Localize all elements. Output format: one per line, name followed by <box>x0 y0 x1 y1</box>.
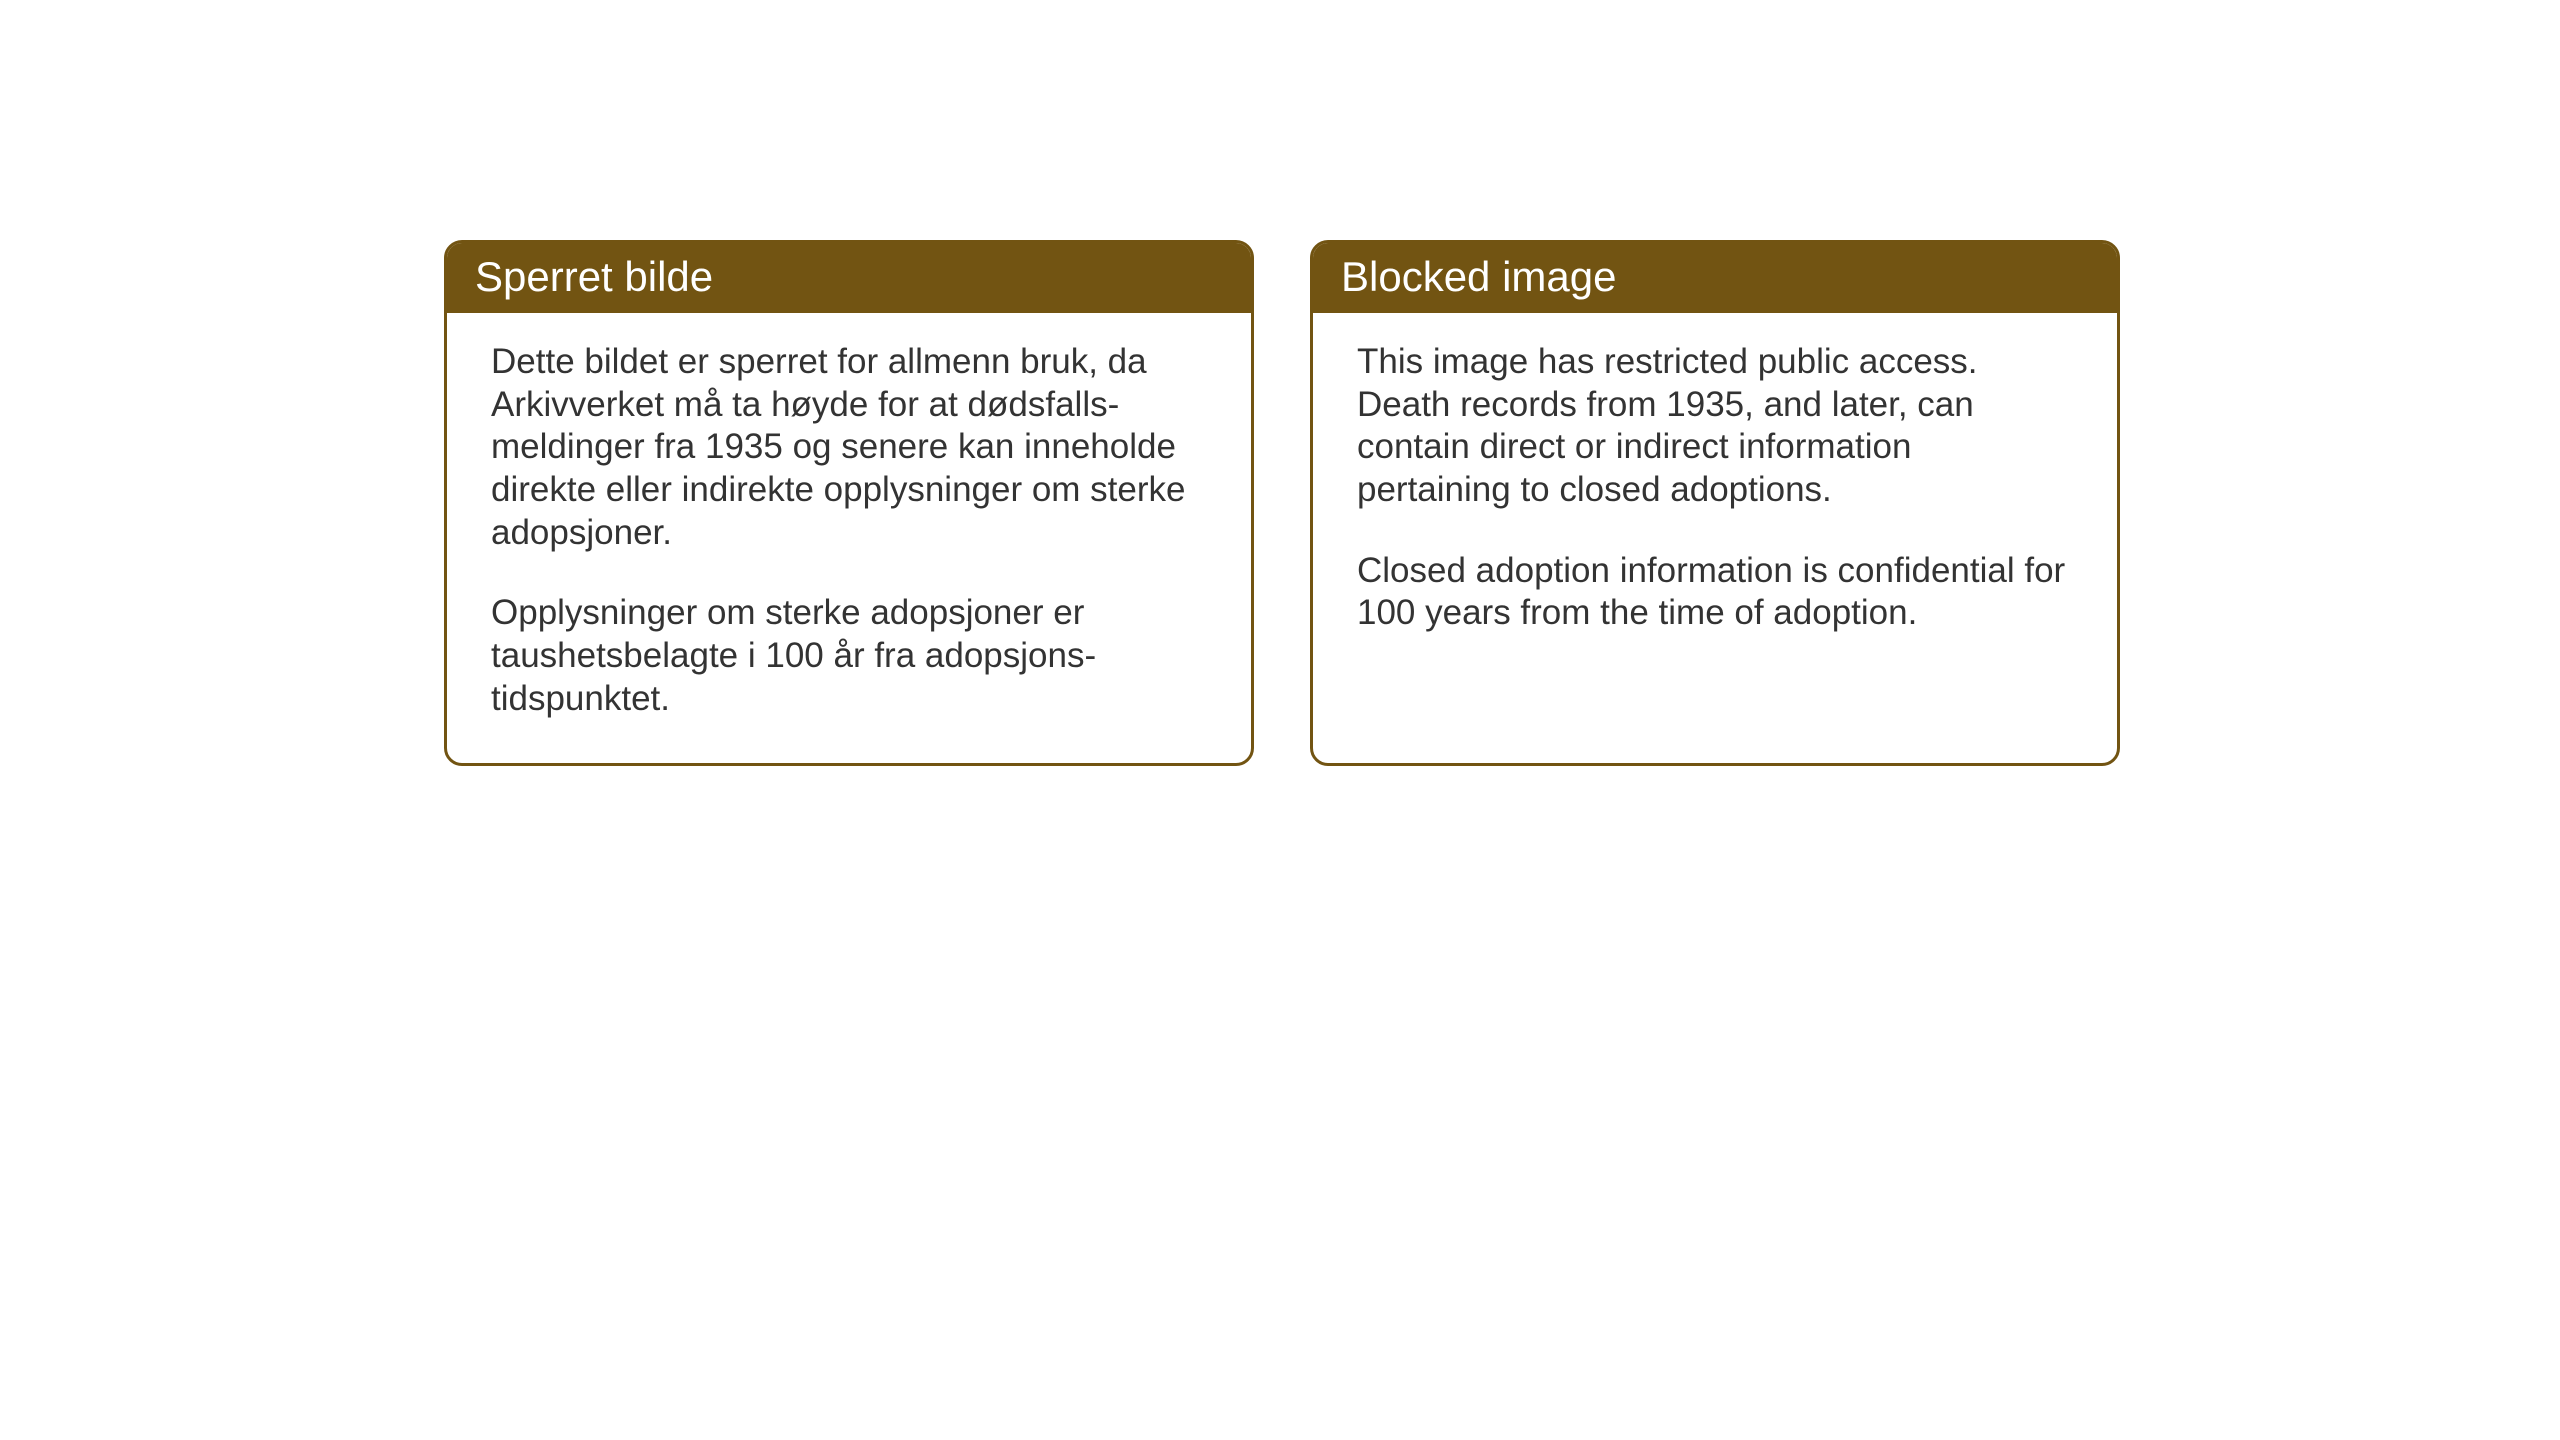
card-norwegian-header: Sperret bilde <box>447 243 1251 313</box>
cards-container: Sperret bilde Dette bildet er sperret fo… <box>444 240 2120 766</box>
card-english-title: Blocked image <box>1341 253 1616 300</box>
card-english: Blocked image This image has restricted … <box>1310 240 2120 766</box>
card-english-header: Blocked image <box>1313 243 2117 313</box>
card-english-paragraph2: Closed adoption information is confident… <box>1357 550 2073 635</box>
card-norwegian-paragraph1: Dette bildet er sperret for allmenn bruk… <box>491 341 1207 554</box>
card-norwegian-title: Sperret bilde <box>475 253 713 300</box>
card-english-body: This image has restricted public access.… <box>1313 313 2117 677</box>
card-norwegian-body: Dette bildet er sperret for allmenn bruk… <box>447 313 1251 763</box>
card-english-paragraph1: This image has restricted public access.… <box>1357 341 2073 512</box>
card-norwegian: Sperret bilde Dette bildet er sperret fo… <box>444 240 1254 766</box>
card-norwegian-paragraph2: Opplysninger om sterke adopsjoner er tau… <box>491 592 1207 720</box>
